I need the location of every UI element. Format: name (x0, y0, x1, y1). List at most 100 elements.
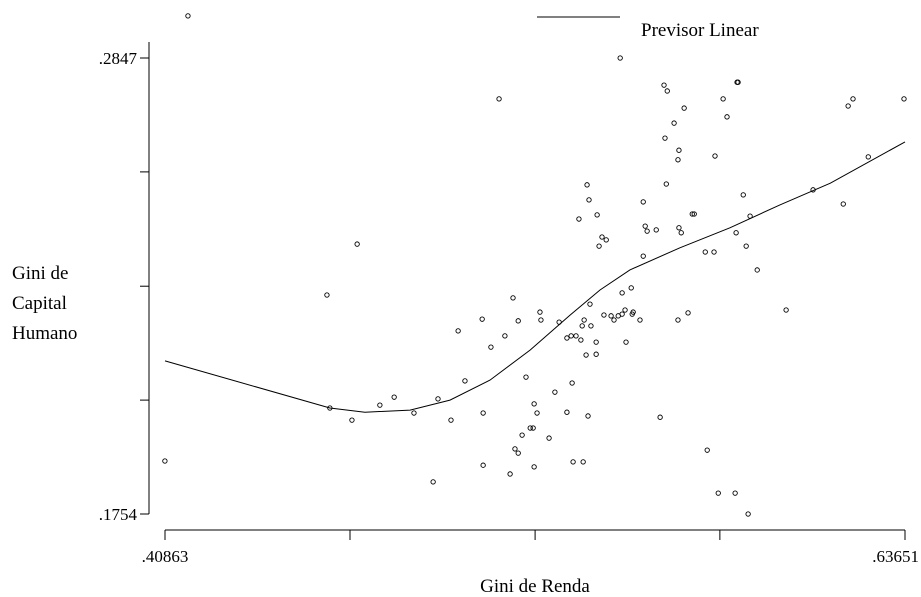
point (715, 490, 721, 496)
point (515, 318, 521, 324)
point (745, 511, 751, 517)
point (720, 96, 726, 102)
point (512, 446, 518, 452)
point (653, 227, 659, 233)
point (480, 462, 486, 468)
point (619, 290, 625, 296)
point (622, 307, 628, 313)
point (637, 317, 643, 323)
x-axis-label: Gini de Renda (480, 576, 590, 597)
point (675, 317, 681, 323)
point (593, 339, 599, 345)
point (538, 317, 544, 323)
point (640, 253, 646, 259)
point (496, 96, 502, 102)
point (162, 458, 168, 464)
point (664, 88, 670, 94)
point (531, 464, 537, 470)
legend-label: Previsor Linear (641, 20, 759, 41)
point (617, 55, 623, 61)
point (523, 374, 529, 380)
point (724, 114, 730, 120)
point (324, 292, 330, 298)
y-axis-label: Humano (12, 323, 77, 344)
y-tick-label: .2847 (99, 49, 138, 68)
point (455, 328, 461, 334)
point (681, 105, 687, 111)
point (901, 96, 907, 102)
point (588, 323, 594, 329)
point (783, 307, 789, 313)
point (570, 459, 576, 465)
point (671, 120, 677, 126)
point (462, 378, 468, 384)
point (691, 211, 697, 217)
point (479, 316, 485, 322)
point (711, 249, 717, 255)
point (578, 337, 584, 343)
point (430, 479, 436, 485)
point (623, 339, 629, 345)
point (569, 380, 575, 386)
point (619, 311, 625, 317)
point (845, 103, 851, 109)
point (564, 409, 570, 415)
point (391, 394, 397, 400)
point (510, 295, 516, 301)
point (644, 228, 650, 234)
y-tick-label: .1754 (99, 505, 138, 524)
point (630, 309, 636, 315)
point (354, 241, 360, 247)
point (587, 301, 593, 307)
point (608, 313, 614, 319)
point (657, 414, 663, 420)
point (502, 333, 508, 339)
point (743, 243, 749, 249)
point (185, 13, 191, 19)
point (685, 310, 691, 316)
point (594, 212, 600, 218)
point (735, 79, 741, 85)
point (480, 410, 486, 416)
point (448, 417, 454, 423)
point (573, 333, 579, 339)
point (850, 96, 856, 102)
point (576, 216, 582, 222)
point (662, 135, 668, 141)
point (663, 181, 669, 187)
y-axis-label: Gini de (12, 263, 68, 284)
point (676, 225, 682, 231)
point (689, 211, 695, 217)
point (534, 410, 540, 416)
point (564, 335, 570, 341)
x-tick-label: .40863 (142, 547, 189, 566)
point (546, 435, 552, 441)
point (531, 401, 537, 407)
point (599, 234, 605, 240)
point (580, 459, 586, 465)
point (515, 450, 521, 456)
point (704, 447, 710, 453)
point (411, 410, 417, 416)
point (732, 490, 738, 496)
point (611, 317, 617, 323)
point (733, 230, 739, 236)
point (585, 413, 591, 419)
point (507, 471, 513, 477)
point (678, 230, 684, 236)
point (675, 157, 681, 163)
point (586, 197, 592, 203)
point (581, 317, 587, 323)
point (676, 147, 682, 153)
point (702, 249, 708, 255)
x-tick-label: .63651 (872, 547, 919, 566)
point (603, 237, 609, 243)
point (640, 199, 646, 205)
point (642, 223, 648, 229)
point (530, 425, 536, 431)
point (601, 312, 607, 318)
point (596, 243, 602, 249)
point (519, 432, 525, 438)
point (584, 182, 590, 188)
point (661, 82, 667, 88)
